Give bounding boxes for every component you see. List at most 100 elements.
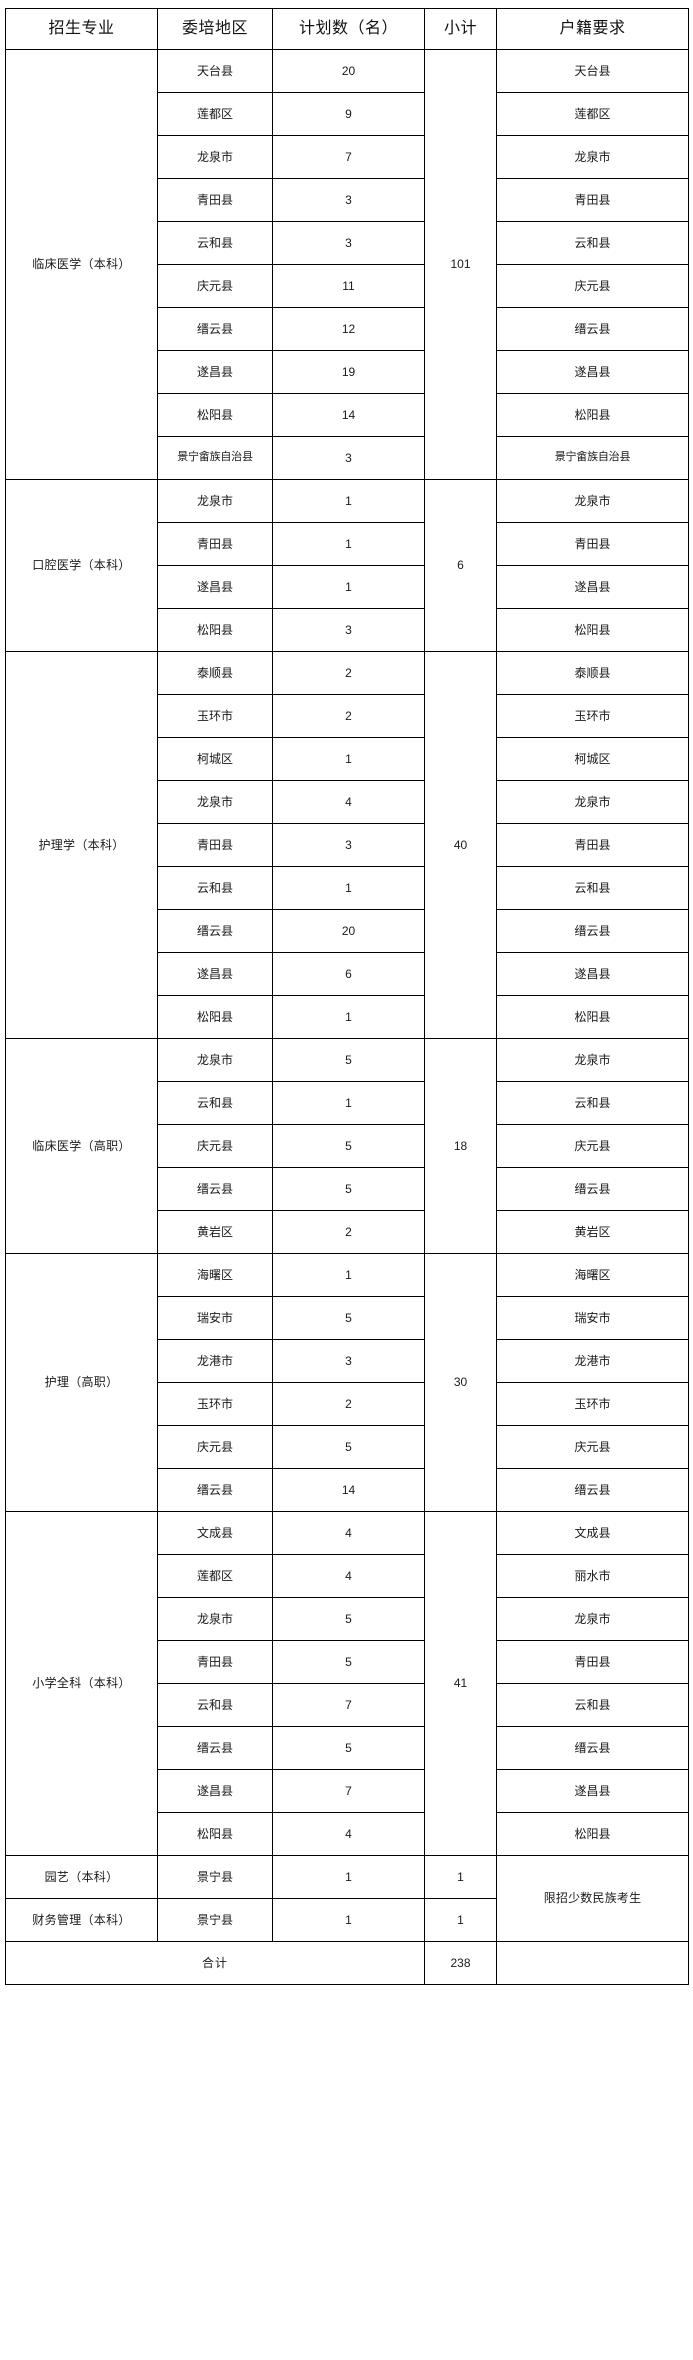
cell-region: 龙泉市: [157, 479, 273, 523]
table-row: 庆元县 5 庆元县: [6, 1425, 689, 1469]
cell-major: 财务管理（本科）: [5, 1898, 158, 1942]
cell-region: 缙云县: [157, 909, 273, 953]
cell-count: 5: [272, 1726, 425, 1770]
table-row: 青田县 3 青田县: [6, 823, 689, 867]
cell-count: 5: [272, 1124, 425, 1168]
table-row: 瑞安市 5 瑞安市: [6, 1296, 689, 1340]
cell-count: 7: [272, 1683, 425, 1727]
cell-count: 12: [272, 307, 425, 351]
table-row: 临床医学（高职） 龙泉市 5 18 龙泉市: [5, 1038, 689, 1254]
cell-count: 5: [272, 1597, 425, 1641]
cell-region: 云和县: [157, 1683, 273, 1727]
cell-count: 4: [272, 1812, 425, 1856]
cell-region: 景宁畲族自治县: [157, 436, 273, 480]
cell-requirement: 景宁畲族自治县: [496, 436, 689, 480]
cell-requirement: 黄岩区: [496, 1210, 689, 1254]
cell-major: 小学全科（本科）: [5, 1511, 158, 1856]
table-row: 遂昌县 1 遂昌县: [6, 565, 689, 609]
cell-count: 5: [272, 1425, 425, 1469]
cell-requirement: 龙泉市: [496, 479, 689, 523]
cell-requirement: 青田县: [496, 823, 689, 867]
cell-requirement: 庆元县: [496, 264, 689, 308]
cell-requirement: 云和县: [496, 866, 689, 910]
cell-requirement: 遂昌县: [496, 1769, 689, 1813]
table-row: 小学全科（本科） 文成县 4 41 文成县: [5, 1511, 689, 1856]
cell-count: 5: [272, 1167, 425, 1211]
table-row: 财务管理（本科） 景宁县 1 1: [5, 1898, 689, 1942]
table-row: 黄岩区 2 黄岩区: [6, 1210, 689, 1254]
cell-requirement: 庆元县: [496, 1425, 689, 1469]
cell-region: 海曙区: [157, 1253, 273, 1297]
total-blank-cell: [496, 1941, 689, 1985]
cell-region: 遂昌县: [157, 565, 273, 609]
cell-requirement: 瑞安市: [496, 1296, 689, 1340]
cell-requirement: 缙云县: [496, 1167, 689, 1211]
cell-region: 龙泉市: [157, 1597, 273, 1641]
cell-region: 遂昌县: [157, 350, 273, 394]
cell-count: 1: [272, 1081, 425, 1125]
cell-requirement: 龙泉市: [496, 780, 689, 824]
cell-requirement: 青田县: [496, 178, 689, 222]
cell-subtotal: 1: [424, 1855, 497, 1899]
table-row: 松阳县 3 松阳县: [6, 608, 689, 652]
cell-count: 1: [272, 479, 425, 523]
cell-region: 莲都区: [157, 92, 273, 136]
table-row: 龙港市 3 龙港市: [6, 1339, 689, 1383]
cell-region: 黄岩区: [157, 1210, 273, 1254]
cell-region: 缙云县: [157, 1726, 273, 1770]
cell-requirement: 青田县: [496, 1640, 689, 1684]
cell-requirement: 玉环市: [496, 694, 689, 738]
total-value: 238: [424, 1941, 497, 1985]
cell-count: 3: [272, 1339, 425, 1383]
cell-region: 云和县: [157, 221, 273, 265]
cell-region: 天台县: [157, 49, 273, 93]
cell-count: 5: [272, 1038, 425, 1082]
cell-region: 云和县: [157, 866, 273, 910]
cell-requirement: 缙云县: [496, 909, 689, 953]
cell-major: 临床医学（高职）: [5, 1038, 158, 1254]
table-row: 缙云县 12 缙云县: [6, 307, 689, 351]
cell-region: 遂昌县: [157, 952, 273, 996]
cell-requirement: 庆元县: [496, 1124, 689, 1168]
cell-requirement: 龙泉市: [496, 1597, 689, 1641]
table-row: 缙云县 5 缙云县: [6, 1167, 689, 1211]
cell-requirement: 松阳县: [496, 393, 689, 437]
table-row: 护理（高职） 海曙区 1 30 海曙区: [5, 1253, 689, 1512]
table-row: 缙云县 14 缙云县: [6, 1468, 689, 1512]
table-row: 园艺（本科） 景宁县 1 1 限招少数民族考生: [5, 1855, 689, 1942]
cell-region: 缙云县: [157, 1167, 273, 1211]
cell-count: 2: [272, 1210, 425, 1254]
cell-major: 护理学（本科）: [5, 651, 158, 1039]
cell-count: 1: [272, 737, 425, 781]
cell-requirement: 莲都区: [496, 92, 689, 136]
cell-requirement: 遂昌县: [496, 350, 689, 394]
cell-count: 1: [272, 522, 425, 566]
cell-requirement: 缙云县: [496, 1726, 689, 1770]
header-count: 计划数（名）: [272, 8, 425, 50]
cell-region: 青田县: [157, 522, 273, 566]
table-row: 护理学（本科） 泰顺县 2 40 泰顺县: [5, 651, 689, 1039]
cell-major: 护理（高职）: [5, 1253, 158, 1512]
table-row: 龙泉市 7 龙泉市: [6, 135, 689, 179]
cell-count: 3: [272, 823, 425, 867]
cell-count: 5: [272, 1640, 425, 1684]
table-row: 松阳县 14 松阳县: [6, 393, 689, 437]
cell-count: 2: [272, 651, 425, 695]
table-row: 口腔医学（本科） 龙泉市 1 6 龙泉市: [5, 479, 689, 652]
cell-region: 遂昌县: [157, 1769, 273, 1813]
cell-count: 2: [272, 694, 425, 738]
header-subtotal: 小计: [424, 8, 497, 50]
enrollment-plan-table: 招生专业 委培地区 计划数（名） 小计 户籍要求 临床医学（本科） 天台县 20 10…: [5, 8, 689, 1985]
cell-requirement: 缙云县: [496, 307, 689, 351]
cell-requirement: 云和县: [496, 1683, 689, 1727]
cell-count: 4: [272, 780, 425, 824]
table-row: 龙泉市 5 龙泉市: [6, 1597, 689, 1641]
cell-requirement: 龙港市: [496, 1339, 689, 1383]
cell-region: 缙云县: [157, 307, 273, 351]
cell-region: 龙泉市: [157, 1038, 273, 1082]
cell-region: 缙云县: [157, 1468, 273, 1512]
cell-requirement: 柯城区: [496, 737, 689, 781]
cell-subtotal: 30: [424, 1253, 497, 1512]
cell-region: 瑞安市: [157, 1296, 273, 1340]
